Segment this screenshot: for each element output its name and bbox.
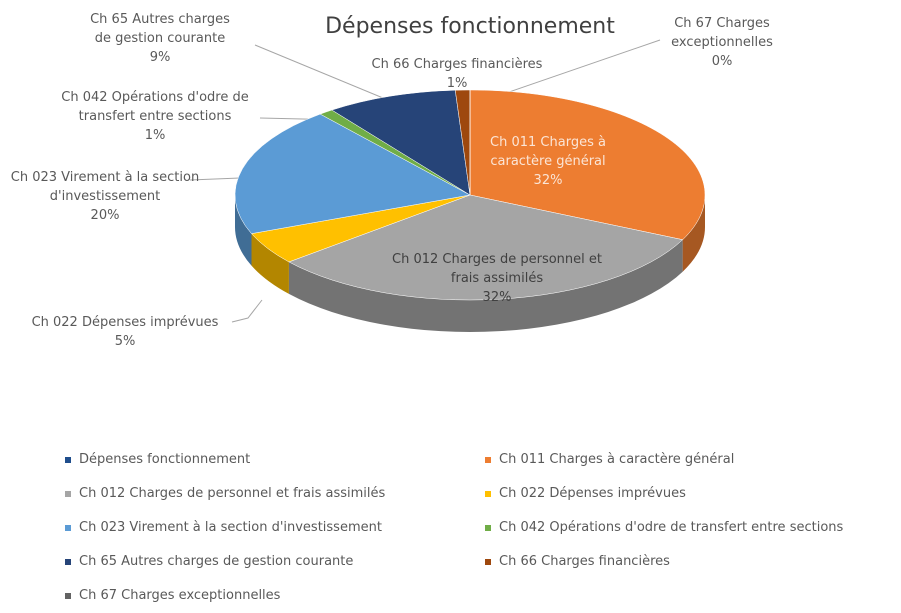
- slice-side: [235, 195, 252, 266]
- data-label: Ch 012 Charges de personnel et frais ass…: [382, 250, 612, 307]
- value-label: 5%: [114, 334, 136, 349]
- legend-label: Ch 011 Charges à caractère général: [499, 452, 735, 467]
- category-label: Ch 67 Charges exceptionnelles: [671, 16, 773, 50]
- legend-swatch: [485, 558, 491, 565]
- slice-side: [251, 233, 289, 294]
- legend-item: Dépenses fonctionnement: [65, 452, 250, 467]
- legend-swatch: [65, 490, 71, 497]
- data-label: Ch 022 Dépenses imprévues 5%: [10, 313, 240, 351]
- value-label: 32%: [482, 290, 512, 305]
- data-label: Ch 65 Autres charges de gestion courante…: [85, 10, 235, 67]
- legend-swatch: [485, 490, 491, 497]
- legend-label: Ch 022 Dépenses imprévues: [499, 486, 686, 501]
- value-label: 1%: [446, 76, 468, 91]
- legend-item: Ch 012 Charges de personnel et frais ass…: [65, 486, 385, 501]
- value-label: 0%: [711, 54, 733, 69]
- category-label: Ch 042 Opérations d'odre de transfert en…: [61, 90, 249, 124]
- category-label: Ch 011 Charges à caractère général: [490, 135, 606, 169]
- leader-line: [254, 44, 401, 106]
- legend-label: Dépenses fonctionnement: [79, 452, 251, 467]
- chart-title: Dépenses fonctionnement: [325, 14, 615, 39]
- slice: [288, 194, 684, 301]
- legend-item: Ch 67 Charges exceptionnelles: [65, 588, 280, 603]
- legend-item: Ch 66 Charges financières: [485, 554, 670, 569]
- data-label: Ch 023 Virement à la section d'investiss…: [5, 168, 205, 225]
- slice-side: [682, 195, 705, 272]
- legend-swatch: [65, 524, 71, 531]
- data-label: Ch 042 Opérations d'odre de transfert en…: [55, 88, 255, 145]
- legend-label: Ch 042 Opérations d'odre de transfert en…: [499, 520, 844, 535]
- value-label: 32%: [533, 173, 563, 188]
- legend-item: Ch 023 Virement à la section d'investiss…: [65, 520, 382, 535]
- legend-item: Ch 022 Dépenses imprévues: [485, 486, 686, 501]
- value-label: 9%: [149, 50, 171, 65]
- pie-sides: [235, 195, 705, 332]
- legend-swatch: [485, 524, 491, 531]
- category-label: Ch 65 Autres charges de gestion courante: [90, 12, 230, 46]
- category-label: Ch 012 Charges de personnel et frais ass…: [392, 252, 602, 286]
- slice: [234, 113, 471, 234]
- value-label: 1%: [144, 128, 166, 143]
- legend-swatch: [65, 592, 71, 599]
- legend-swatch: [65, 558, 71, 565]
- legend-label: Ch 65 Autres charges de gestion courante: [79, 554, 354, 569]
- leader-line: [231, 299, 263, 323]
- legend-item: Ch 65 Autres charges de gestion courante: [65, 554, 353, 569]
- category-label: Ch 66 Charges financières: [371, 57, 543, 72]
- data-label: Ch 66 Charges financières 1%: [357, 55, 557, 93]
- leader-line: [189, 177, 241, 181]
- data-label: Ch 011 Charges à caractère général 32%: [478, 133, 618, 190]
- value-label: 20%: [90, 208, 120, 223]
- slice-side: [288, 239, 683, 332]
- legend-label: Ch 67 Charges exceptionnelles: [79, 588, 281, 603]
- legend-item: Ch 042 Opérations d'odre de transfert en…: [485, 520, 843, 535]
- legend-label: Ch 023 Virement à la section d'investiss…: [79, 520, 382, 535]
- legend-swatch: [65, 456, 71, 463]
- category-label: Ch 023 Virement à la section d'investiss…: [10, 170, 200, 204]
- category-label: Ch 022 Dépenses imprévues: [31, 315, 219, 330]
- legend-label: Ch 012 Charges de personnel et frais ass…: [79, 486, 386, 501]
- legend-swatch: [485, 456, 491, 463]
- legend-item: Ch 011 Charges à caractère général: [485, 452, 734, 467]
- data-label: Ch 67 Charges exceptionnelles 0%: [652, 14, 792, 71]
- slice: [331, 89, 471, 196]
- slice: [469, 89, 706, 240]
- legend-label: Ch 66 Charges financières: [499, 554, 670, 569]
